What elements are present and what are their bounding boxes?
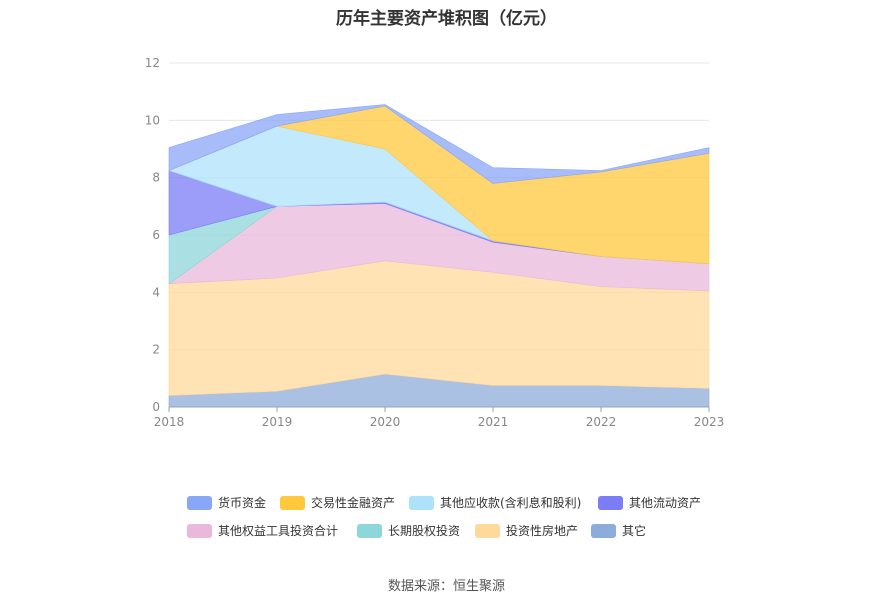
legend-item[interactable]: 交易性金融资产 <box>280 494 395 511</box>
legend-label: 其他应收款(含利息和股利) <box>440 496 582 510</box>
legend-swatch <box>475 523 500 538</box>
legend-label: 其他流动资产 <box>629 496 702 510</box>
y-tick-label: 8 <box>152 171 160 185</box>
x-tick-label: 2021 <box>478 415 509 429</box>
legend-swatch <box>591 523 616 538</box>
legend-label: 其它 <box>622 524 647 538</box>
area-series-layer <box>167 104 710 408</box>
data-source: 数据来源：恒生聚源 <box>387 579 505 594</box>
legend-swatch <box>409 495 434 510</box>
legend-label: 其他权益工具投资合计 <box>218 524 339 538</box>
legend-label: 投资性房地产 <box>506 524 579 538</box>
legend-swatch <box>187 523 212 538</box>
legend-swatch <box>598 495 623 510</box>
y-tick-label: 12 <box>145 56 160 70</box>
legend-item[interactable]: 货币资金 <box>187 494 266 511</box>
legend-label: 货币资金 <box>218 496 267 510</box>
chart-title: 历年主要资产堆积图（亿元） <box>336 9 557 29</box>
legend-swatch <box>357 523 382 538</box>
legend-item[interactable]: 其他流动资产 <box>598 494 701 511</box>
legend-item[interactable]: 其他权益工具投资合计 <box>187 522 338 539</box>
legend-label: 交易性金融资产 <box>311 496 396 510</box>
legend-row: 货币资金 交易性金融资产 其他应收款(含利息和股利) 其他流动资产 <box>0 494 893 514</box>
legend-item[interactable]: 其他应收款(含利息和股利) <box>409 494 581 511</box>
axes: 0 2 4 6 8 10 12 2018 2019 2020 2021 2022 2023 <box>145 56 725 429</box>
x-tick-label: 2022 <box>586 415 617 429</box>
legend-item[interactable]: 其它 <box>591 522 646 539</box>
legend-swatch <box>187 495 212 510</box>
y-tick-label: 4 <box>152 285 160 299</box>
y-tick-label: 2 <box>152 343 160 357</box>
x-tick-label: 2019 <box>262 415 293 429</box>
legend-item[interactable]: 投资性房地产 <box>475 522 578 539</box>
legend-swatch <box>280 495 305 510</box>
legend-label: 长期股权投资 <box>388 524 461 538</box>
y-tick-label: 10 <box>145 113 160 127</box>
y-tick-label: 0 <box>152 400 160 414</box>
x-tick-label: 2018 <box>154 415 185 429</box>
x-tick-label: 2020 <box>370 415 401 429</box>
x-tick-label: 2023 <box>694 415 725 429</box>
area-series-货币资金 <box>168 104 710 184</box>
y-tick-label: 6 <box>152 228 160 242</box>
legend-row: 其他权益工具投资合计 长期股权投资 投资性房地产 其它 <box>0 522 893 542</box>
legend-item[interactable]: 长期股权投资 <box>357 522 460 539</box>
